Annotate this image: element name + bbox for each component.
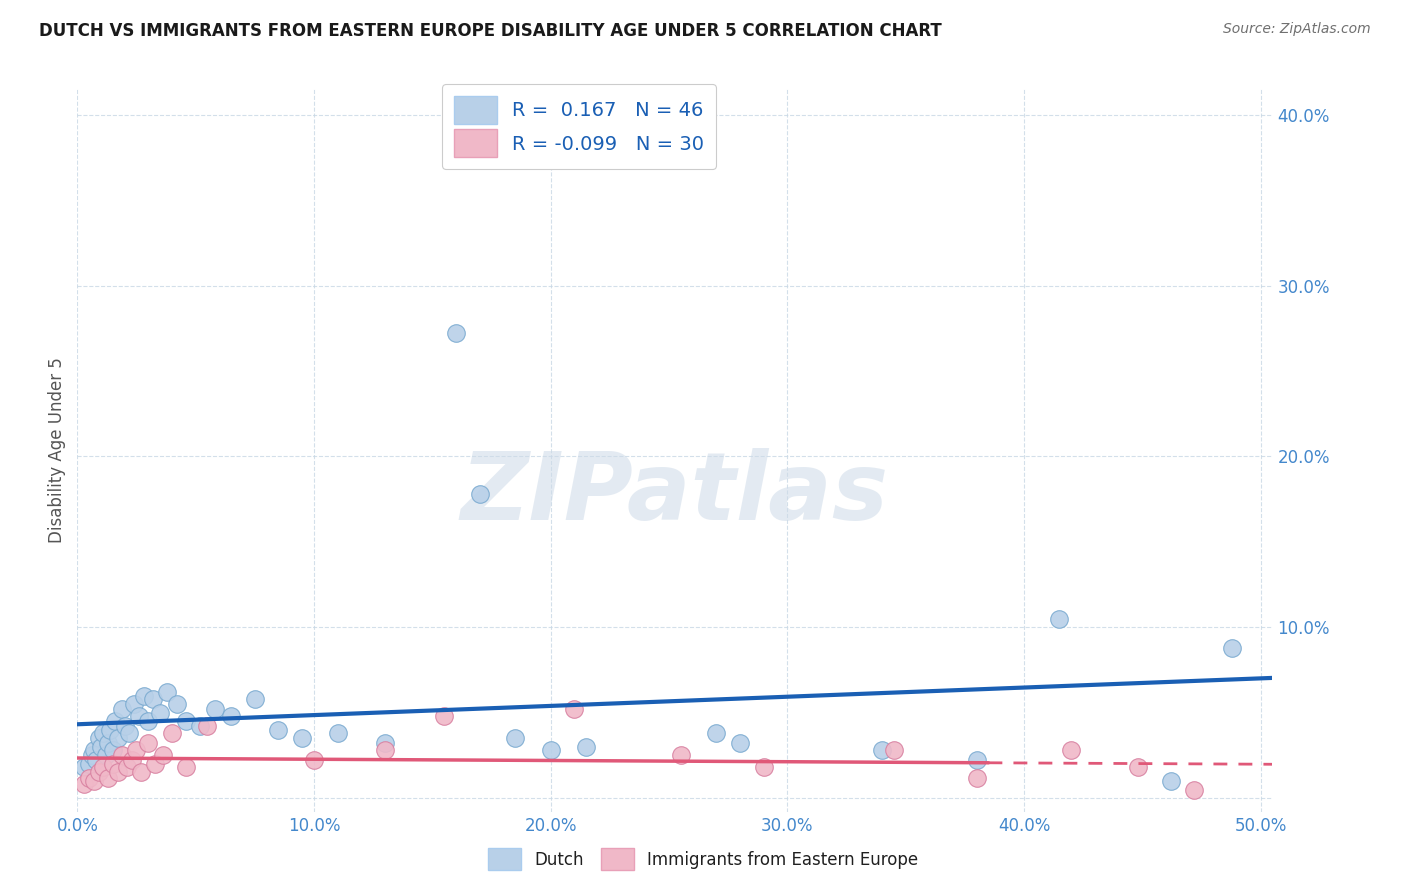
- Point: [374, 743, 396, 757]
- Point: [107, 731, 129, 746]
- Point: [540, 743, 562, 757]
- Point: [101, 743, 124, 757]
- Point: [149, 706, 172, 720]
- Text: ZIPatlas: ZIPatlas: [461, 448, 889, 540]
- Point: [1160, 774, 1182, 789]
- Point: [1126, 760, 1149, 774]
- Point: [100, 723, 122, 737]
- Point: [121, 754, 143, 768]
- Point: [1060, 743, 1083, 757]
- Text: DUTCH VS IMMIGRANTS FROM EASTERN EUROPE DISABILITY AGE UNDER 5 CORRELATION CHART: DUTCH VS IMMIGRANTS FROM EASTERN EUROPE …: [39, 22, 942, 40]
- Point: [1220, 640, 1243, 655]
- Point: [1049, 612, 1071, 626]
- Point: [174, 760, 197, 774]
- Point: [84, 754, 107, 768]
- Point: [107, 765, 129, 780]
- Point: [77, 771, 100, 785]
- Point: [444, 326, 467, 341]
- Point: [129, 765, 152, 780]
- Point: [966, 771, 988, 785]
- Point: [728, 736, 751, 750]
- Point: [174, 714, 197, 729]
- Point: [156, 685, 179, 699]
- Point: [90, 739, 112, 754]
- Point: [118, 726, 141, 740]
- Text: Source: ZipAtlas.com: Source: ZipAtlas.com: [1223, 22, 1371, 37]
- Point: [966, 754, 988, 768]
- Point: [166, 697, 188, 711]
- Point: [302, 754, 325, 768]
- Point: [243, 692, 266, 706]
- Point: [136, 736, 159, 750]
- Point: [326, 726, 349, 740]
- Point: [219, 709, 242, 723]
- Point: [142, 692, 165, 706]
- Point: [93, 760, 115, 774]
- Point: [145, 756, 167, 771]
- Point: [104, 714, 127, 729]
- Point: [704, 726, 727, 740]
- Point: [83, 743, 105, 757]
- Point: [433, 709, 456, 723]
- Point: [1182, 782, 1205, 797]
- Point: [503, 731, 526, 746]
- Legend: R =  0.167   N = 46, R = -0.099   N = 30: R = 0.167 N = 46, R = -0.099 N = 30: [443, 85, 716, 169]
- Point: [870, 743, 893, 757]
- Point: [883, 743, 905, 757]
- Point: [125, 743, 148, 757]
- Point: [73, 777, 96, 791]
- Point: [128, 709, 150, 723]
- Point: [93, 726, 115, 740]
- Point: [136, 714, 159, 729]
- Point: [190, 719, 212, 733]
- Point: [101, 756, 124, 771]
- Point: [114, 719, 136, 733]
- Point: [132, 689, 155, 703]
- Legend: Dutch, Immigrants from Eastern Europe: Dutch, Immigrants from Eastern Europe: [481, 842, 925, 877]
- Point: [87, 765, 110, 780]
- Point: [575, 739, 598, 754]
- Point: [77, 756, 100, 771]
- Point: [80, 748, 103, 763]
- Point: [204, 702, 226, 716]
- Point: [97, 771, 120, 785]
- Point: [94, 748, 117, 763]
- Point: [97, 736, 120, 750]
- Point: [160, 726, 183, 740]
- Point: [752, 760, 775, 774]
- Point: [111, 702, 134, 716]
- Y-axis label: Disability Age Under 5: Disability Age Under 5: [48, 358, 66, 543]
- Point: [122, 697, 145, 711]
- Point: [115, 760, 138, 774]
- Point: [374, 736, 396, 750]
- Point: [267, 723, 290, 737]
- Point: [669, 748, 692, 763]
- Point: [87, 731, 110, 746]
- Point: [83, 774, 105, 789]
- Point: [73, 760, 96, 774]
- Point: [562, 702, 585, 716]
- Point: [111, 748, 134, 763]
- Point: [152, 748, 174, 763]
- Point: [291, 731, 314, 746]
- Point: [468, 487, 491, 501]
- Point: [197, 719, 219, 733]
